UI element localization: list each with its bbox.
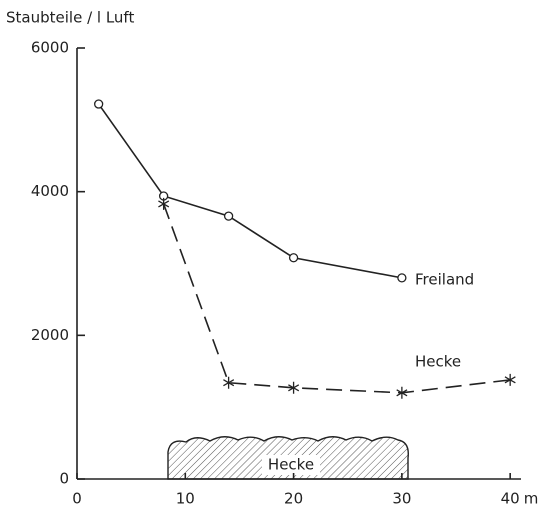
x-tick-label: 30	[392, 490, 411, 508]
point	[397, 273, 407, 283]
x-unit: m	[524, 490, 539, 508]
y-tick-label: 2000	[31, 326, 69, 344]
y-tick-label: 0	[59, 470, 69, 488]
point	[396, 386, 408, 399]
x-tick-label: 40	[501, 490, 520, 508]
y-tick-label: 6000	[31, 39, 69, 57]
series-line	[98, 103, 403, 279]
series-label: Hecke	[415, 352, 461, 370]
x-tick-label: 10	[176, 490, 195, 508]
y-axis-title: Staubteile / l Luft	[6, 9, 134, 27]
point	[288, 253, 299, 263]
hedge-label-bg	[262, 455, 320, 475]
x-tick-label: 0	[72, 490, 82, 508]
point	[158, 197, 170, 210]
point	[504, 373, 516, 386]
x-tick-label: 20	[284, 490, 303, 508]
point	[223, 376, 235, 389]
hedge-label: Hecke	[268, 456, 314, 474]
y-tick-label: 4000	[31, 182, 69, 200]
point	[288, 381, 300, 394]
series-label: Freiland	[415, 270, 474, 288]
point	[94, 99, 104, 109]
point	[223, 211, 234, 221]
